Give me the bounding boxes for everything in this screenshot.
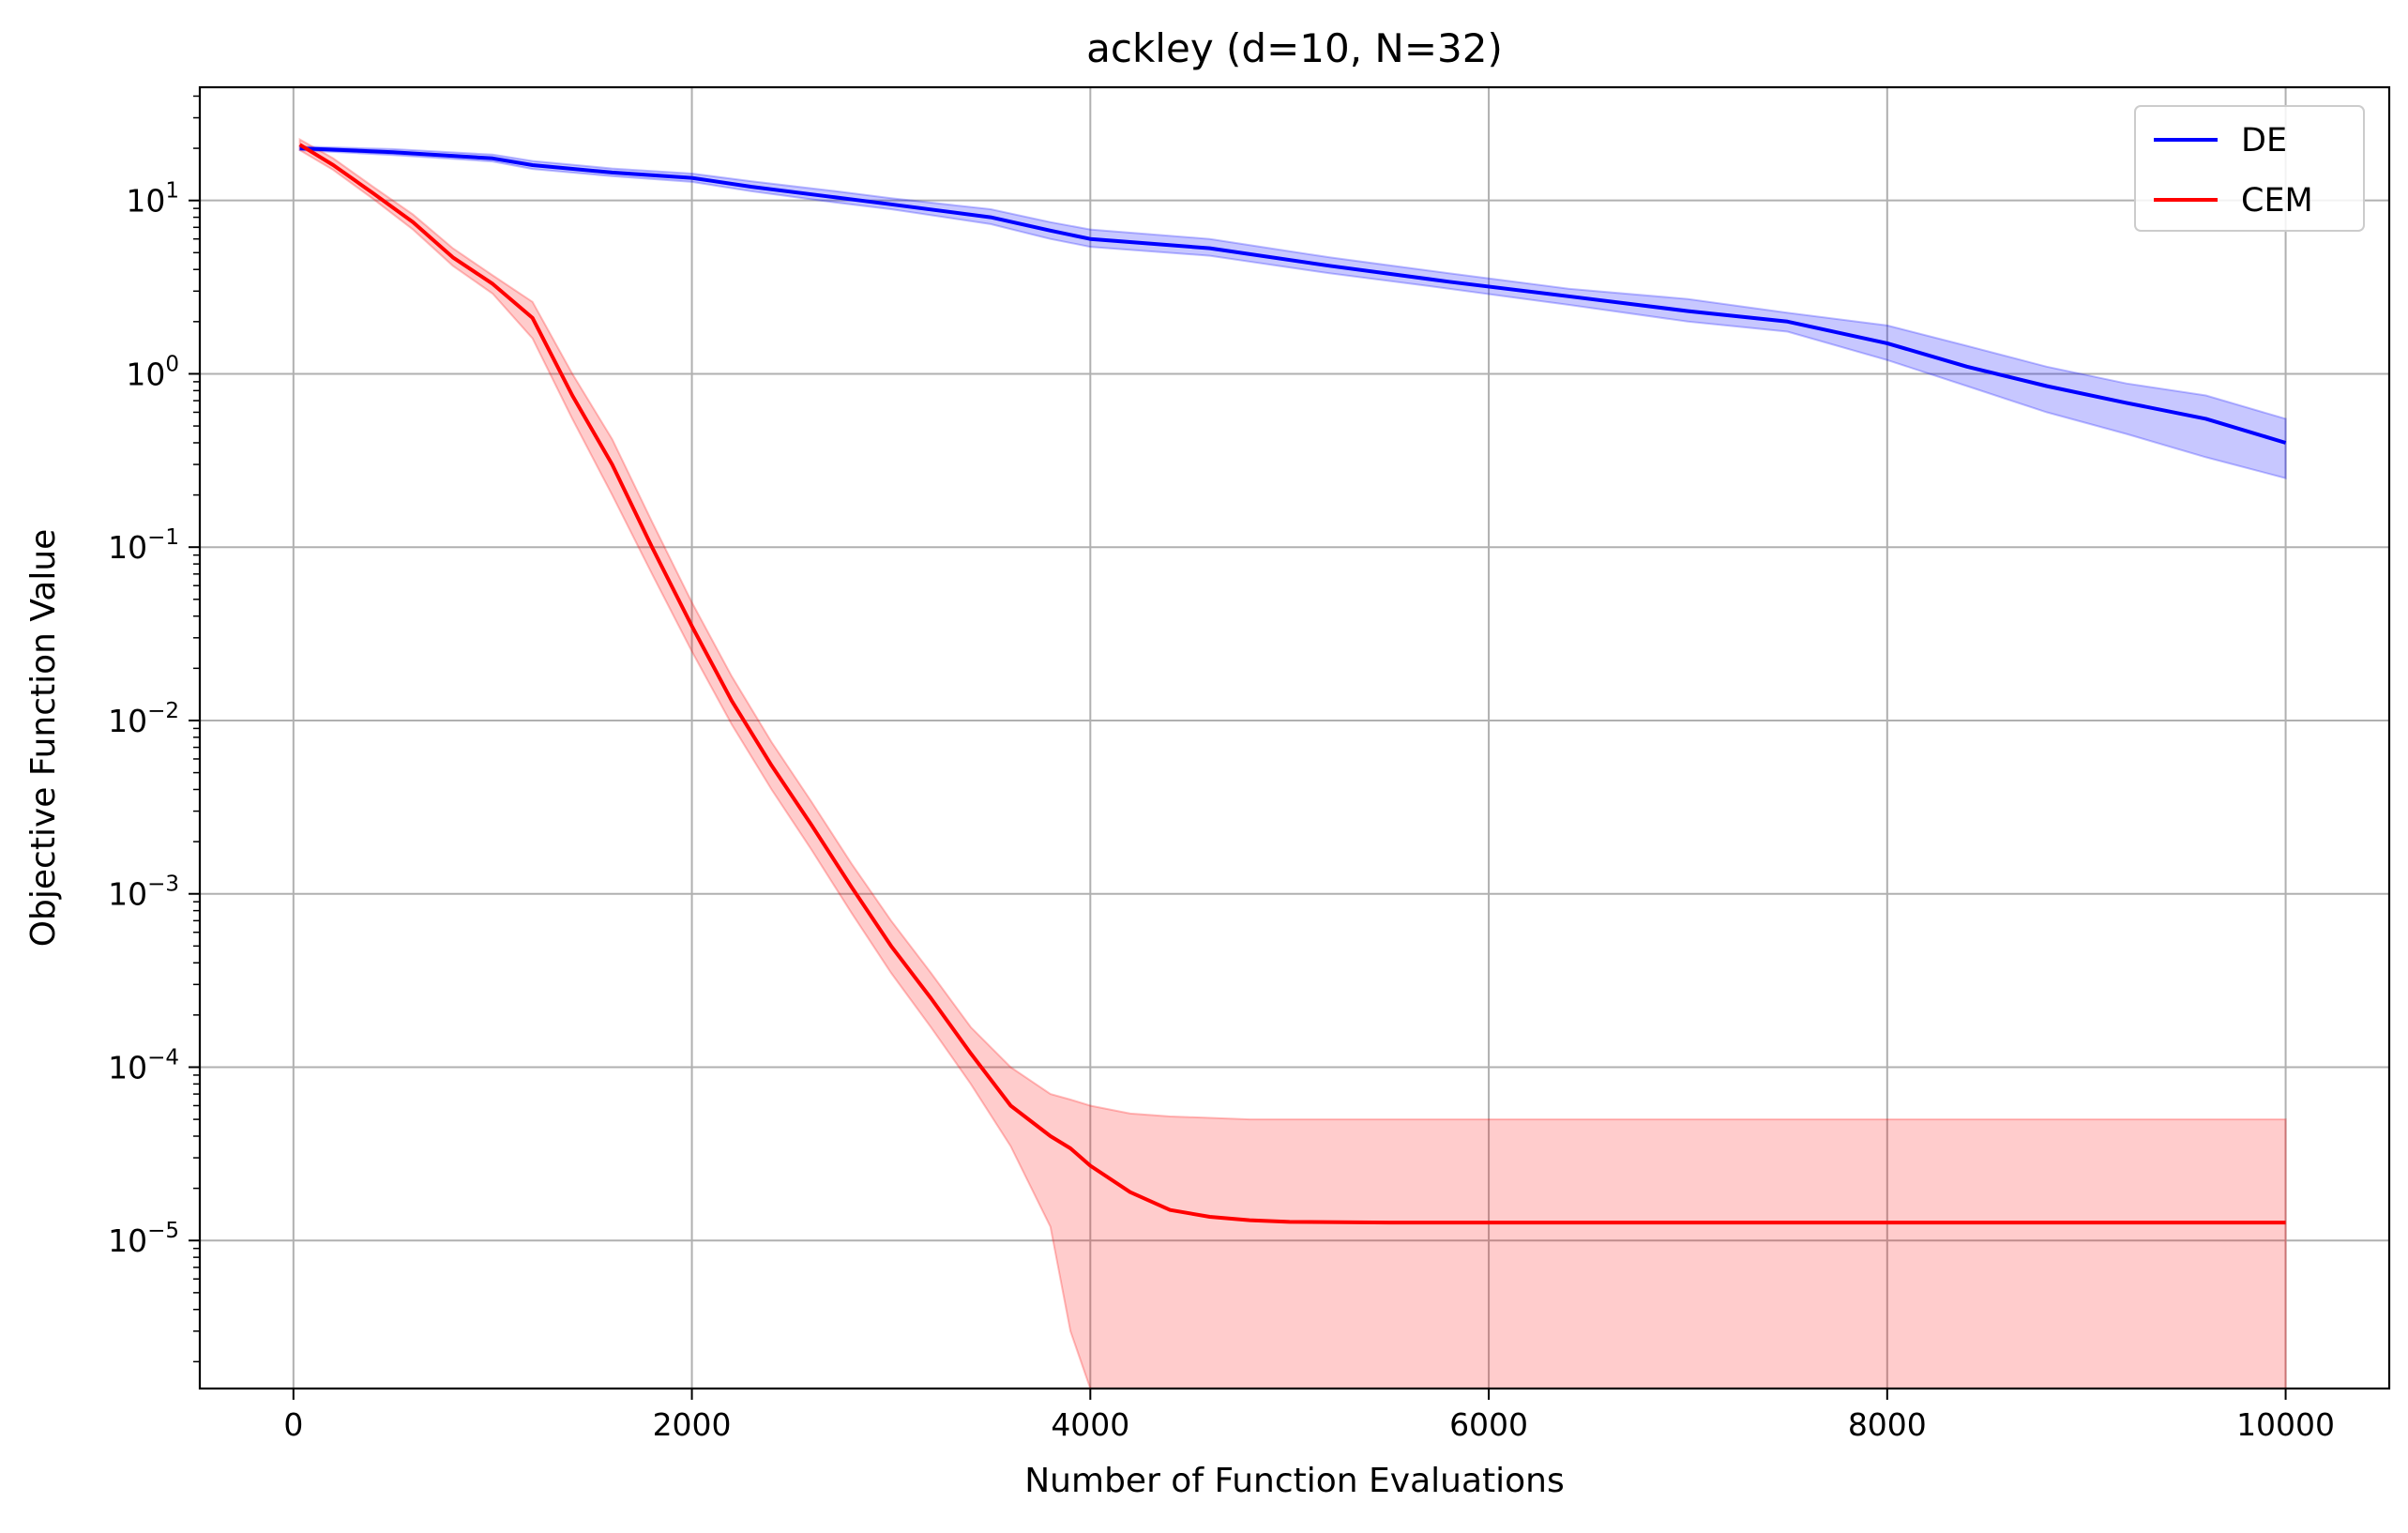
y-tick-label: 10−2 — [108, 699, 179, 739]
legend: DE CEM — [2134, 105, 2365, 232]
x-axis-ticks: 0 2000 4000 6000 8000 10000 — [283, 1389, 2335, 1443]
y-tick-label: 100 — [126, 352, 179, 392]
x-tick-label: 6000 — [1449, 1406, 1528, 1443]
y-tick-label: 10−1 — [108, 525, 179, 566]
line-cem — [298, 143, 2286, 1225]
band-cem — [298, 137, 2287, 1389]
legend-label-de: DE — [2241, 122, 2287, 159]
chart-title: ackley (d=10, N=32) — [1086, 25, 1503, 71]
y-tick-label: 10−4 — [108, 1045, 179, 1085]
x-tick-label: 4000 — [1051, 1406, 1129, 1443]
grid-lines — [200, 87, 2389, 1389]
legend-label-cem: CEM — [2241, 182, 2313, 220]
series-lines — [298, 143, 2287, 1225]
y-axis-label: Objective Function Value — [24, 529, 63, 948]
confidence-bands — [298, 137, 2287, 1389]
y-tick-label: 10−3 — [108, 873, 179, 913]
x-tick-label: 8000 — [1848, 1406, 1927, 1443]
line-de — [299, 146, 2287, 445]
band-de — [298, 145, 2287, 479]
y-tick-label: 101 — [126, 179, 179, 220]
y-axis-ticks: 10−5 10−4 10−3 10−2 10−1 100 101 — [108, 95, 200, 1363]
y-tick-label: 10−5 — [108, 1219, 179, 1259]
x-axis-label: Number of Function Evaluations — [1024, 1462, 1564, 1500]
x-tick-label: 10000 — [2236, 1406, 2335, 1443]
x-tick-label: 2000 — [653, 1406, 732, 1443]
x-tick-label: 0 — [283, 1406, 303, 1443]
